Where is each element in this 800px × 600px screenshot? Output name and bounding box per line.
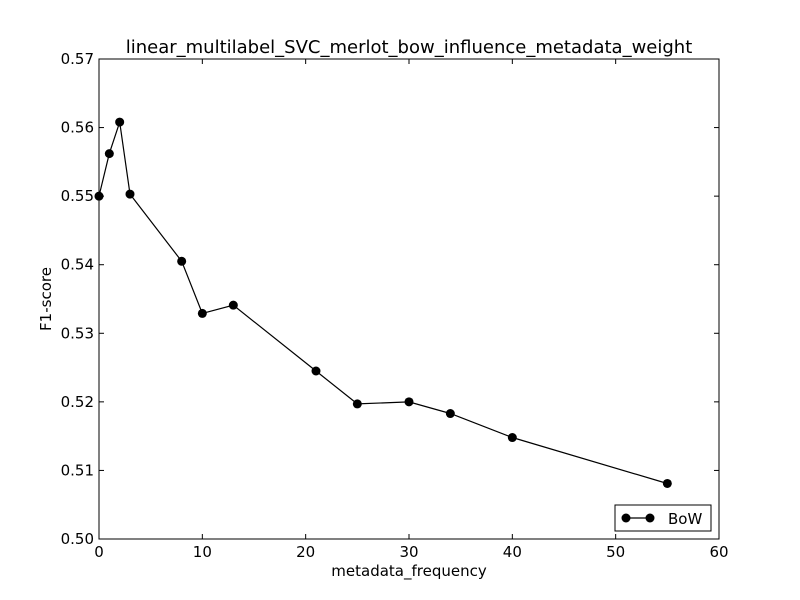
y-tick-label: 0.53 bbox=[61, 324, 94, 342]
x-tick-label: 60 bbox=[709, 543, 728, 561]
y-tick-label: 0.52 bbox=[61, 393, 94, 411]
y-tick-label: 0.56 bbox=[61, 119, 94, 137]
data-point bbox=[507, 433, 517, 443]
y-tick-label: 0.55 bbox=[61, 187, 94, 205]
x-axis-label: metadata_frequency bbox=[331, 562, 487, 581]
series-line bbox=[98, 121, 668, 485]
data-point bbox=[662, 478, 672, 488]
plot-area bbox=[94, 117, 672, 488]
axes-frame bbox=[98, 58, 720, 540]
data-point bbox=[125, 189, 135, 199]
x-tick-label: 50 bbox=[606, 543, 625, 561]
y-tick-label: 0.51 bbox=[61, 461, 94, 479]
x-axis: 0 10 20 30 40 50 60 bbox=[94, 59, 729, 561]
data-point bbox=[445, 409, 455, 419]
data-point bbox=[177, 256, 187, 266]
legend-label: BoW bbox=[668, 510, 702, 528]
y-tick-label: 0.57 bbox=[61, 50, 94, 68]
x-tick-label: 10 bbox=[193, 543, 212, 561]
data-point bbox=[352, 399, 362, 409]
y-axis-label: F1-score bbox=[37, 267, 55, 331]
data-point bbox=[197, 308, 207, 318]
y-tick-label: 0.50 bbox=[61, 530, 94, 548]
x-tick-label: 20 bbox=[296, 543, 315, 561]
y-axis: 0.50 0.51 0.52 0.53 0.54 0.55 0.56 0.57 bbox=[61, 50, 719, 548]
legend-marker bbox=[621, 513, 631, 523]
data-point bbox=[228, 300, 238, 310]
legend: BoW bbox=[614, 504, 712, 532]
data-point bbox=[115, 117, 125, 127]
x-tick-label: 0 bbox=[94, 543, 104, 561]
data-point bbox=[404, 397, 414, 407]
x-tick-label: 40 bbox=[503, 543, 522, 561]
y-tick-label: 0.54 bbox=[61, 256, 94, 274]
chart-title: linear_multilabel_SVC_merlot_bow_influen… bbox=[126, 37, 693, 58]
data-point bbox=[311, 366, 321, 376]
legend-marker bbox=[645, 513, 655, 523]
data-point bbox=[104, 149, 114, 159]
x-tick-label: 30 bbox=[399, 543, 418, 561]
